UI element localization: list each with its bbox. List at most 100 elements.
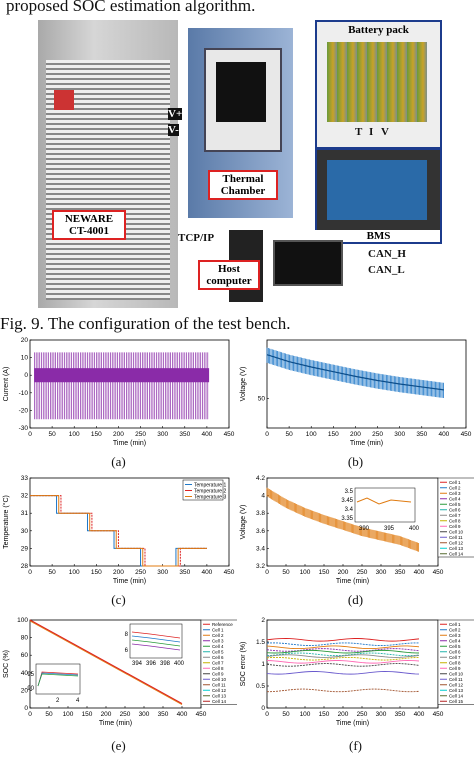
- x-tick-label: 50: [45, 711, 53, 718]
- legend-entry: Cell 3: [212, 639, 224, 644]
- inset-x-tick-label: 395: [384, 526, 395, 532]
- legend-entry: Cell 5: [449, 644, 461, 649]
- plot-frame: [29, 477, 230, 567]
- y-tick-label: 30: [21, 528, 29, 535]
- legend-entry: Cell 4: [449, 639, 461, 644]
- x-tick-label: 300: [394, 431, 405, 438]
- inset1-line: [131, 639, 181, 647]
- legend-entry: Cell 13: [212, 694, 227, 699]
- y-tick-label: 60: [21, 652, 29, 659]
- y-axis-label: SOC (%): [3, 650, 10, 678]
- plot-d: 0 50 100 150 200 250 300 350 400 450 3.2 3.4 3.6 3.8 4…: [237, 472, 474, 592]
- soc-error-line: [266, 660, 420, 664]
- inset2-line: [37, 673, 79, 687]
- x-tick-label: 300: [376, 711, 387, 718]
- legend-entry: Cell 3: [449, 491, 461, 496]
- y-axis-label: SOC error (%): [240, 642, 247, 687]
- x-tick-label: 0: [28, 711, 32, 718]
- x-tick-label: 400: [414, 569, 425, 576]
- inset-y-tick-label: 3.4: [345, 507, 354, 513]
- plot-frame: [266, 619, 439, 709]
- legend-entry: Cell 5: [449, 502, 461, 507]
- y-tick-label: 0: [261, 705, 265, 712]
- panel-label-e: (e): [111, 738, 126, 753]
- x-tick-label: 200: [101, 711, 112, 718]
- inset1-y-tick-label: 8: [125, 632, 129, 638]
- legend-entry: Cell 4: [449, 497, 461, 502]
- legend-entry: Cell 11: [449, 677, 463, 682]
- legend-entry: Temperature 2: [194, 489, 226, 495]
- y-tick-label: 4: [261, 493, 265, 500]
- legend-entry: Cell 2: [212, 633, 224, 638]
- x-axis-label: Time (min): [113, 440, 146, 447]
- v-plus-label: V+: [168, 108, 183, 120]
- t-label: T: [355, 126, 363, 138]
- inset1-line: [131, 643, 181, 651]
- x-tick-label: 250: [357, 711, 368, 718]
- y-tick-label: -20: [19, 407, 29, 414]
- x-tick-label: 200: [113, 569, 124, 576]
- legend-entry: Cell 13: [449, 546, 464, 551]
- x-tick-label: 100: [69, 569, 80, 576]
- y-tick-label: 33: [21, 475, 29, 482]
- soc-error-line: [266, 671, 420, 675]
- v-label: V: [381, 126, 389, 138]
- y-tick-label: 3.4: [256, 545, 265, 552]
- legend-entry: Cell 1: [212, 628, 224, 633]
- v-minus-label: V-: [168, 124, 179, 136]
- x-axis-label: Time (min): [99, 720, 132, 727]
- soc-cell-line: [29, 620, 183, 705]
- legend-entry: Cell 5: [212, 650, 224, 655]
- x-tick-label: 50: [48, 569, 56, 576]
- x-tick-label: 100: [306, 431, 317, 438]
- y-tick-label: 10: [21, 355, 29, 362]
- y-tick-label: 2: [261, 617, 265, 624]
- x-tick-label: 0: [28, 431, 32, 438]
- inset1-x-tick-label: 400: [174, 661, 185, 667]
- plot-f: 0 50 100 150 200 250 300 350 400 450 0 0.5 1 1.5 2 Time…: [237, 614, 474, 734]
- bms-photo: BMS: [315, 148, 442, 244]
- legend-entry: Temperature 3: [194, 495, 226, 501]
- y-tick-label: 31: [21, 510, 29, 517]
- legend-entry: Cell 13: [449, 688, 464, 693]
- inset-x-tick-label: 400: [409, 526, 420, 532]
- plot-frame: [266, 339, 467, 429]
- legend-entry: Cell 15: [449, 699, 464, 704]
- legend-entry: Cell 6: [449, 508, 461, 513]
- inset-y-tick-label: 3.5: [345, 489, 354, 495]
- y-tick-label: 0: [24, 372, 28, 379]
- x-tick-label: 400: [201, 569, 212, 576]
- y-tick-label: 3.6: [256, 528, 265, 535]
- x-tick-label: 300: [139, 711, 150, 718]
- neware-cabinet: [38, 20, 178, 308]
- legend-entry: Cell 7: [449, 655, 461, 660]
- x-tick-label: 50: [48, 431, 56, 438]
- host-computer-label: Host computer: [198, 260, 260, 290]
- legend-entry: Cell 4: [212, 644, 224, 649]
- y-tick-label: 50: [258, 396, 266, 403]
- current-pulses: [34, 352, 209, 420]
- soc-error-line: [266, 663, 420, 667]
- plot-frame: [29, 339, 230, 429]
- battery-pack-label: Battery pack: [348, 24, 409, 36]
- plot-c: 0 50 100 150 200 250 300 350 400 450 28 29 30 31 32 33 T…: [0, 472, 237, 592]
- x-tick-label: 0: [265, 569, 269, 576]
- legend-entry: Reference: [212, 622, 233, 627]
- inset-line: [356, 497, 412, 505]
- panel-label-c: (c): [111, 592, 126, 607]
- y-tick-label: 20: [21, 687, 29, 694]
- voltage-band: [266, 347, 444, 399]
- x-tick-label: 450: [224, 431, 235, 438]
- x-tick-label: 150: [82, 711, 93, 718]
- x-tick-label: 150: [91, 569, 102, 576]
- y-axis-label: Current (A): [3, 367, 10, 402]
- x-tick-label: 250: [357, 569, 368, 576]
- soc-error-line: [266, 648, 420, 652]
- x-tick-label: 350: [179, 431, 190, 438]
- y-tick-label: 0: [24, 705, 28, 712]
- x-tick-label: 200: [338, 569, 349, 576]
- soc-error-line: [266, 649, 420, 654]
- legend-entry: Cell 6: [212, 655, 224, 660]
- plot-b: 0 50 100 150 200 250 300 350 400 450 50 Time (min) V…: [237, 334, 474, 454]
- x-tick-label: 350: [416, 431, 427, 438]
